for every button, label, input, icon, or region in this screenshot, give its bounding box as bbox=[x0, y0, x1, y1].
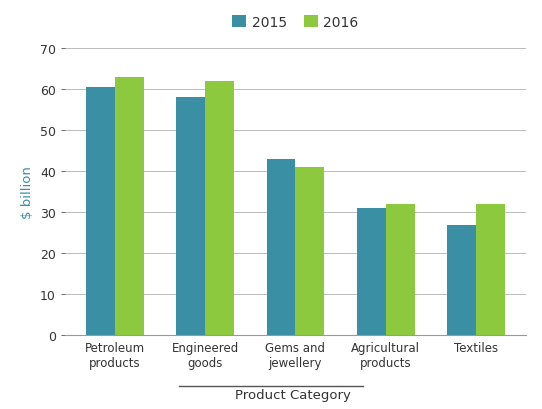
Legend: 2015, 2016: 2015, 2016 bbox=[233, 16, 358, 30]
Bar bbox=[447, 225, 476, 335]
Y-axis label: $ billion: $ billion bbox=[22, 166, 35, 218]
Bar bbox=[176, 98, 205, 335]
Bar bbox=[115, 78, 144, 335]
Bar bbox=[476, 204, 505, 335]
Bar bbox=[86, 88, 115, 335]
Text: Product Category: Product Category bbox=[235, 388, 351, 401]
Bar bbox=[267, 160, 295, 335]
Bar bbox=[295, 168, 324, 335]
Bar bbox=[357, 209, 386, 335]
Bar bbox=[205, 82, 234, 335]
Bar bbox=[386, 204, 415, 335]
